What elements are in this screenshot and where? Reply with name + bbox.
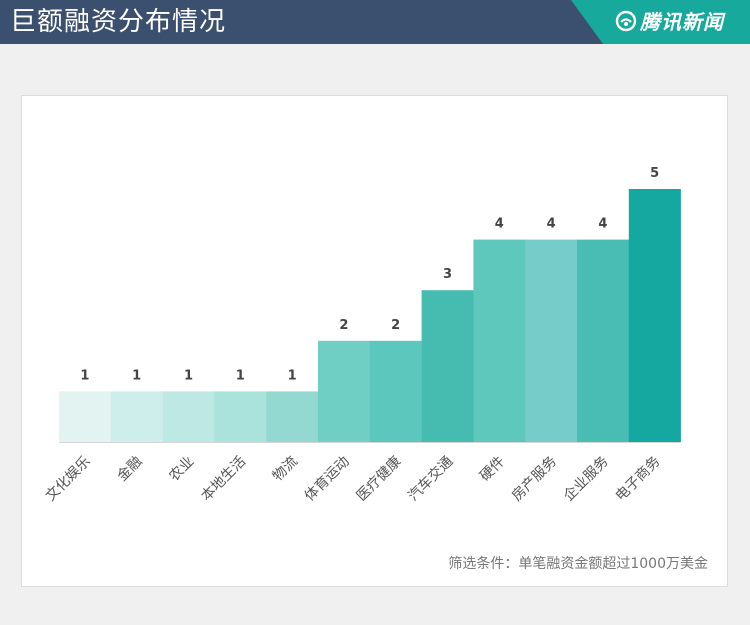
x-tick-label-10: 房产服务 [509, 454, 560, 505]
x-tick-label-7: 医疗健康 [353, 453, 405, 505]
x-tick-label-9: 硬件 [477, 454, 508, 485]
filter-footnote: 筛选条件：单笔融资金额超过1000万美金 [448, 556, 708, 572]
bar-2 [110, 391, 163, 442]
tencent-news-logo-icon [615, 10, 637, 32]
x-tick-label-6: 体育运动 [302, 454, 353, 505]
bar-12 [628, 189, 681, 442]
data-label-2: 1 [132, 368, 141, 383]
data-label-8: 3 [443, 267, 452, 282]
x-tick-label-2: 金融 [114, 454, 145, 485]
bar-5 [266, 391, 319, 442]
data-label-1: 1 [80, 368, 89, 383]
bar-6 [318, 340, 371, 442]
bar-7 [369, 340, 422, 442]
data-label-7: 2 [391, 318, 400, 333]
x-tick-label-3: 农业 [166, 454, 197, 485]
chart-panel: 1 文化娱乐 1 金融 1 农业 1 本地生活 1 物流 2 体育运动 2 医疗健康 3 汽车交通 4 硬件 4 房产… [21, 95, 728, 587]
bar-8 [421, 290, 474, 442]
header-bar: 巨额融资分布情况 腾讯新闻 [0, 0, 750, 44]
data-label-6: 2 [339, 318, 348, 333]
data-label-5: 1 [288, 368, 297, 383]
brand-name: 腾讯新闻 [640, 10, 724, 34]
brand-badge: 腾讯新闻 [571, 0, 750, 44]
x-tick-label-11: 企业服务 [560, 453, 612, 505]
data-label-4: 1 [236, 368, 245, 383]
data-label-12: 5 [650, 166, 659, 181]
data-label-10: 4 [547, 217, 556, 232]
bar-11 [577, 239, 630, 442]
data-label-9: 4 [495, 217, 504, 232]
bar-3 [162, 391, 215, 442]
data-label-11: 4 [598, 217, 607, 232]
bar-4 [214, 391, 267, 442]
bar-10 [525, 239, 578, 442]
page-title: 巨额融资分布情况 [10, 7, 227, 37]
x-tick-label-8: 汽车交通 [405, 453, 457, 505]
data-label-3: 1 [184, 368, 193, 383]
bar-1 [59, 391, 112, 442]
x-tick-label-1: 文化娱乐 [43, 454, 94, 505]
bar-9 [473, 239, 526, 442]
x-tick-label-5: 物流 [270, 454, 301, 485]
x-tick-label-12: 电子商务 [613, 454, 664, 505]
bar-chart: 1 文化娱乐 1 金融 1 农业 1 本地生活 1 物流 2 体育运动 2 医疗健康 3 汽车交通 4 硬件 4 房产… [43, 166, 681, 505]
x-tick-label-4: 本地生活 [198, 454, 249, 505]
